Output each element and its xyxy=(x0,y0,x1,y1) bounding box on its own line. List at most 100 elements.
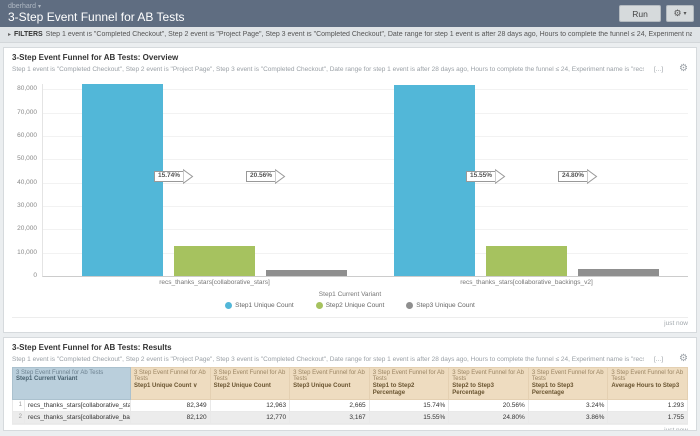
conversion-arrow: 24.80% xyxy=(558,168,598,185)
chevron-down-icon: ▾ xyxy=(683,11,687,17)
conversion-arrow: 20.56% xyxy=(246,168,286,185)
column-group-label: 3 Step Event Funnel for Ab Tests xyxy=(213,369,286,383)
value-cell: 24.80% xyxy=(448,411,529,425)
x-axis-title: Step1 Current Variant xyxy=(318,291,382,298)
conversion-percentage: 15.74% xyxy=(154,170,185,183)
column-header-step3-unique-count[interactable]: 3 Step Event Funnel for Ab Tests Step3 Un… xyxy=(289,366,370,401)
legend-item[interactable]: Step2 Unique Count xyxy=(315,302,384,309)
y-axis-tick: 0 xyxy=(33,272,37,279)
y-axis-tick: 10,000 xyxy=(17,248,37,256)
subtitle-expand-link[interactable]: [...] xyxy=(654,355,664,363)
value-cell: 12,963 xyxy=(209,399,291,413)
conversion-arrow: 15.55% xyxy=(466,168,506,185)
bar-step1-unique-count[interactable] xyxy=(394,84,475,276)
panel-gear-icon[interactable]: ⚙ xyxy=(679,353,688,364)
gridline xyxy=(43,252,688,254)
filters-label: FILTERS xyxy=(14,31,43,38)
y-axis-tick: 60,000 xyxy=(17,132,37,140)
legend-item[interactable]: Step3 Unique Count xyxy=(406,302,475,309)
y-axis-tick: 20,000 xyxy=(17,225,37,233)
value-cell: 1.755 xyxy=(607,411,688,425)
column-header-step1-current-variant[interactable]: 3 Step Event Funnel for Ab Tests Step1 Cu… xyxy=(12,366,131,401)
column-header-step1-to-step3-percentage[interactable]: 3 Step Event Funnel for Ab Tests Step1 to… xyxy=(527,366,609,401)
conversion-percentage: 24.80% xyxy=(558,170,589,183)
y-axis-tick: 80,000 xyxy=(17,85,37,93)
filters-bar[interactable]: ▸ FILTERS Step 1 event is "Completed Che… xyxy=(0,27,700,43)
value-cell: 12,770 xyxy=(209,411,291,425)
value-cell: 82,120 xyxy=(130,411,211,425)
row-number: 1 xyxy=(12,399,25,413)
x-axis-category-label: recs_thanks_stars[collaborative_stars] xyxy=(159,279,270,286)
conversion-percentage: 15.55% xyxy=(466,170,497,183)
legend-dot-icon xyxy=(406,302,414,309)
last-updated-text: just now xyxy=(664,320,688,327)
value-cell: 20.56% xyxy=(448,399,529,413)
page-title: 3-Step Event Funnel for AB Tests xyxy=(8,9,185,24)
last-updated-text: just now xyxy=(664,427,688,431)
chevron-down-icon: ▾ xyxy=(37,4,41,11)
filters-summary: Step 1 event is "Completed Checkout", St… xyxy=(45,31,692,38)
panel-gear-icon[interactable]: ⚙ xyxy=(679,63,688,74)
top-header-bar: dberhard ▾ 3-Step Event Funnel for AB Te… xyxy=(0,0,700,27)
column-group-label: 3 Step Event Funnel for Ab Tests xyxy=(293,369,365,383)
results-footer: just now xyxy=(12,424,688,431)
column-header-step2-to-step3-percentage[interactable]: 3 Step Event Funnel for Ab Tests Step2 to… xyxy=(448,366,529,401)
value-cell: 1.293 xyxy=(607,399,688,413)
gridline xyxy=(43,206,688,208)
table-row: 1 recs_thanks_stars[collaborative_stars] 8… xyxy=(12,399,688,413)
bar-step2-unique-count[interactable] xyxy=(486,246,567,276)
user-menu[interactable]: dberhard ▾ xyxy=(8,3,619,11)
settings-dropdown-button[interactable]: ⚙ ▾ xyxy=(666,5,694,22)
column-label: Step2 Unique Count xyxy=(213,383,271,390)
gridline xyxy=(43,136,688,138)
value-cell: 82,349 xyxy=(130,399,211,413)
y-axis-tick: 70,000 xyxy=(17,108,37,116)
column-group-label: 3 Step Event Funnel for Ab Tests xyxy=(372,369,445,383)
bar-step1-unique-count[interactable] xyxy=(82,84,163,276)
bar-step3-unique-count[interactable] xyxy=(266,269,347,276)
column-label: Step1 Unique Count ∨ xyxy=(134,383,198,390)
overview-panel-subtitle: Step 1 event is "Completed Checkout", St… xyxy=(12,65,644,73)
subtitle-expand-link[interactable]: [...] xyxy=(654,65,664,73)
column-label: Average Hours to Step3 xyxy=(611,383,680,390)
bar-step2-unique-count[interactable] xyxy=(174,245,255,276)
arrow-head-icon xyxy=(183,168,194,185)
legend-item[interactable]: Step1 Unique Count xyxy=(225,302,294,309)
variant-cell: recs_thanks_stars[collaborative_backings… xyxy=(24,411,131,425)
arrow-head-icon xyxy=(495,168,506,185)
value-cell: 3,167 xyxy=(289,411,370,425)
column-group-label: 3 Step Event Funnel for Ab Tests xyxy=(531,369,604,383)
arrow-head-icon xyxy=(587,168,598,185)
column-header-average-hours-to-step3[interactable]: 3 Step Event Funnel for Ab Tests Average … xyxy=(607,366,688,401)
column-header-step2-unique-count[interactable]: 3 Step Event Funnel for Ab Tests Step2 Un… xyxy=(209,366,291,401)
legend-label: Step1 Unique Count xyxy=(235,302,294,309)
gridline xyxy=(43,159,688,161)
chart-y-axis: 0 10,000 20,000 30,000 40,000 50,000 60,000 70,… xyxy=(12,84,42,279)
column-group-label: 3 Step Event Funnel for Ab Tests xyxy=(611,369,684,383)
column-header-step1-unique-count[interactable]: 3 Step Event Funnel for Ab Tests Step1 Un… xyxy=(130,366,211,401)
y-axis-tick: 50,000 xyxy=(17,155,37,163)
results-panel: 3-Step Event Funnel for AB Tests: Result… xyxy=(3,337,697,431)
gear-icon: ⚙ xyxy=(673,8,682,18)
header-titles: dberhard ▾ 3-Step Event Funnel for AB Te… xyxy=(8,3,619,24)
value-cell: 3.86% xyxy=(527,411,609,425)
results-panel-title: 3-Step Event Funnel for AB Tests: Result… xyxy=(12,343,172,352)
run-button[interactable]: Run xyxy=(619,5,661,22)
results-table: 3 Step Event Funnel for Ab Tests Step1 Cu… xyxy=(12,366,688,425)
gridline xyxy=(43,112,688,114)
x-axis-category-label: recs_thanks_stars[collaborative_backings… xyxy=(460,279,593,286)
column-label: Step3 Unique Count xyxy=(293,383,351,390)
results-panel-subtitle: Step 1 event is "Completed Checkout", St… xyxy=(12,355,644,363)
value-cell: 2,665 xyxy=(289,399,370,413)
column-group-label: 3 Step Event Funnel for Ab Tests xyxy=(452,369,524,383)
column-header-step1-to-step2-percentage[interactable]: 3 Step Event Funnel for Ab Tests Step1 to… xyxy=(368,366,450,401)
expand-caret-icon[interactable]: ▸ xyxy=(8,32,12,38)
conversion-arrow: 15.74% xyxy=(154,168,194,185)
overview-footer: just now xyxy=(12,317,688,327)
gridline xyxy=(43,182,688,184)
results-table-body: 1 recs_thanks_stars[collaborative_stars] 8… xyxy=(12,399,688,425)
overview-panel-title: 3-Step Event Funnel for AB Tests: Overvi… xyxy=(12,53,179,62)
row-number: 2 xyxy=(12,411,25,425)
y-axis-tick: 40,000 xyxy=(17,178,37,186)
bar-step3-unique-count[interactable] xyxy=(578,268,659,276)
